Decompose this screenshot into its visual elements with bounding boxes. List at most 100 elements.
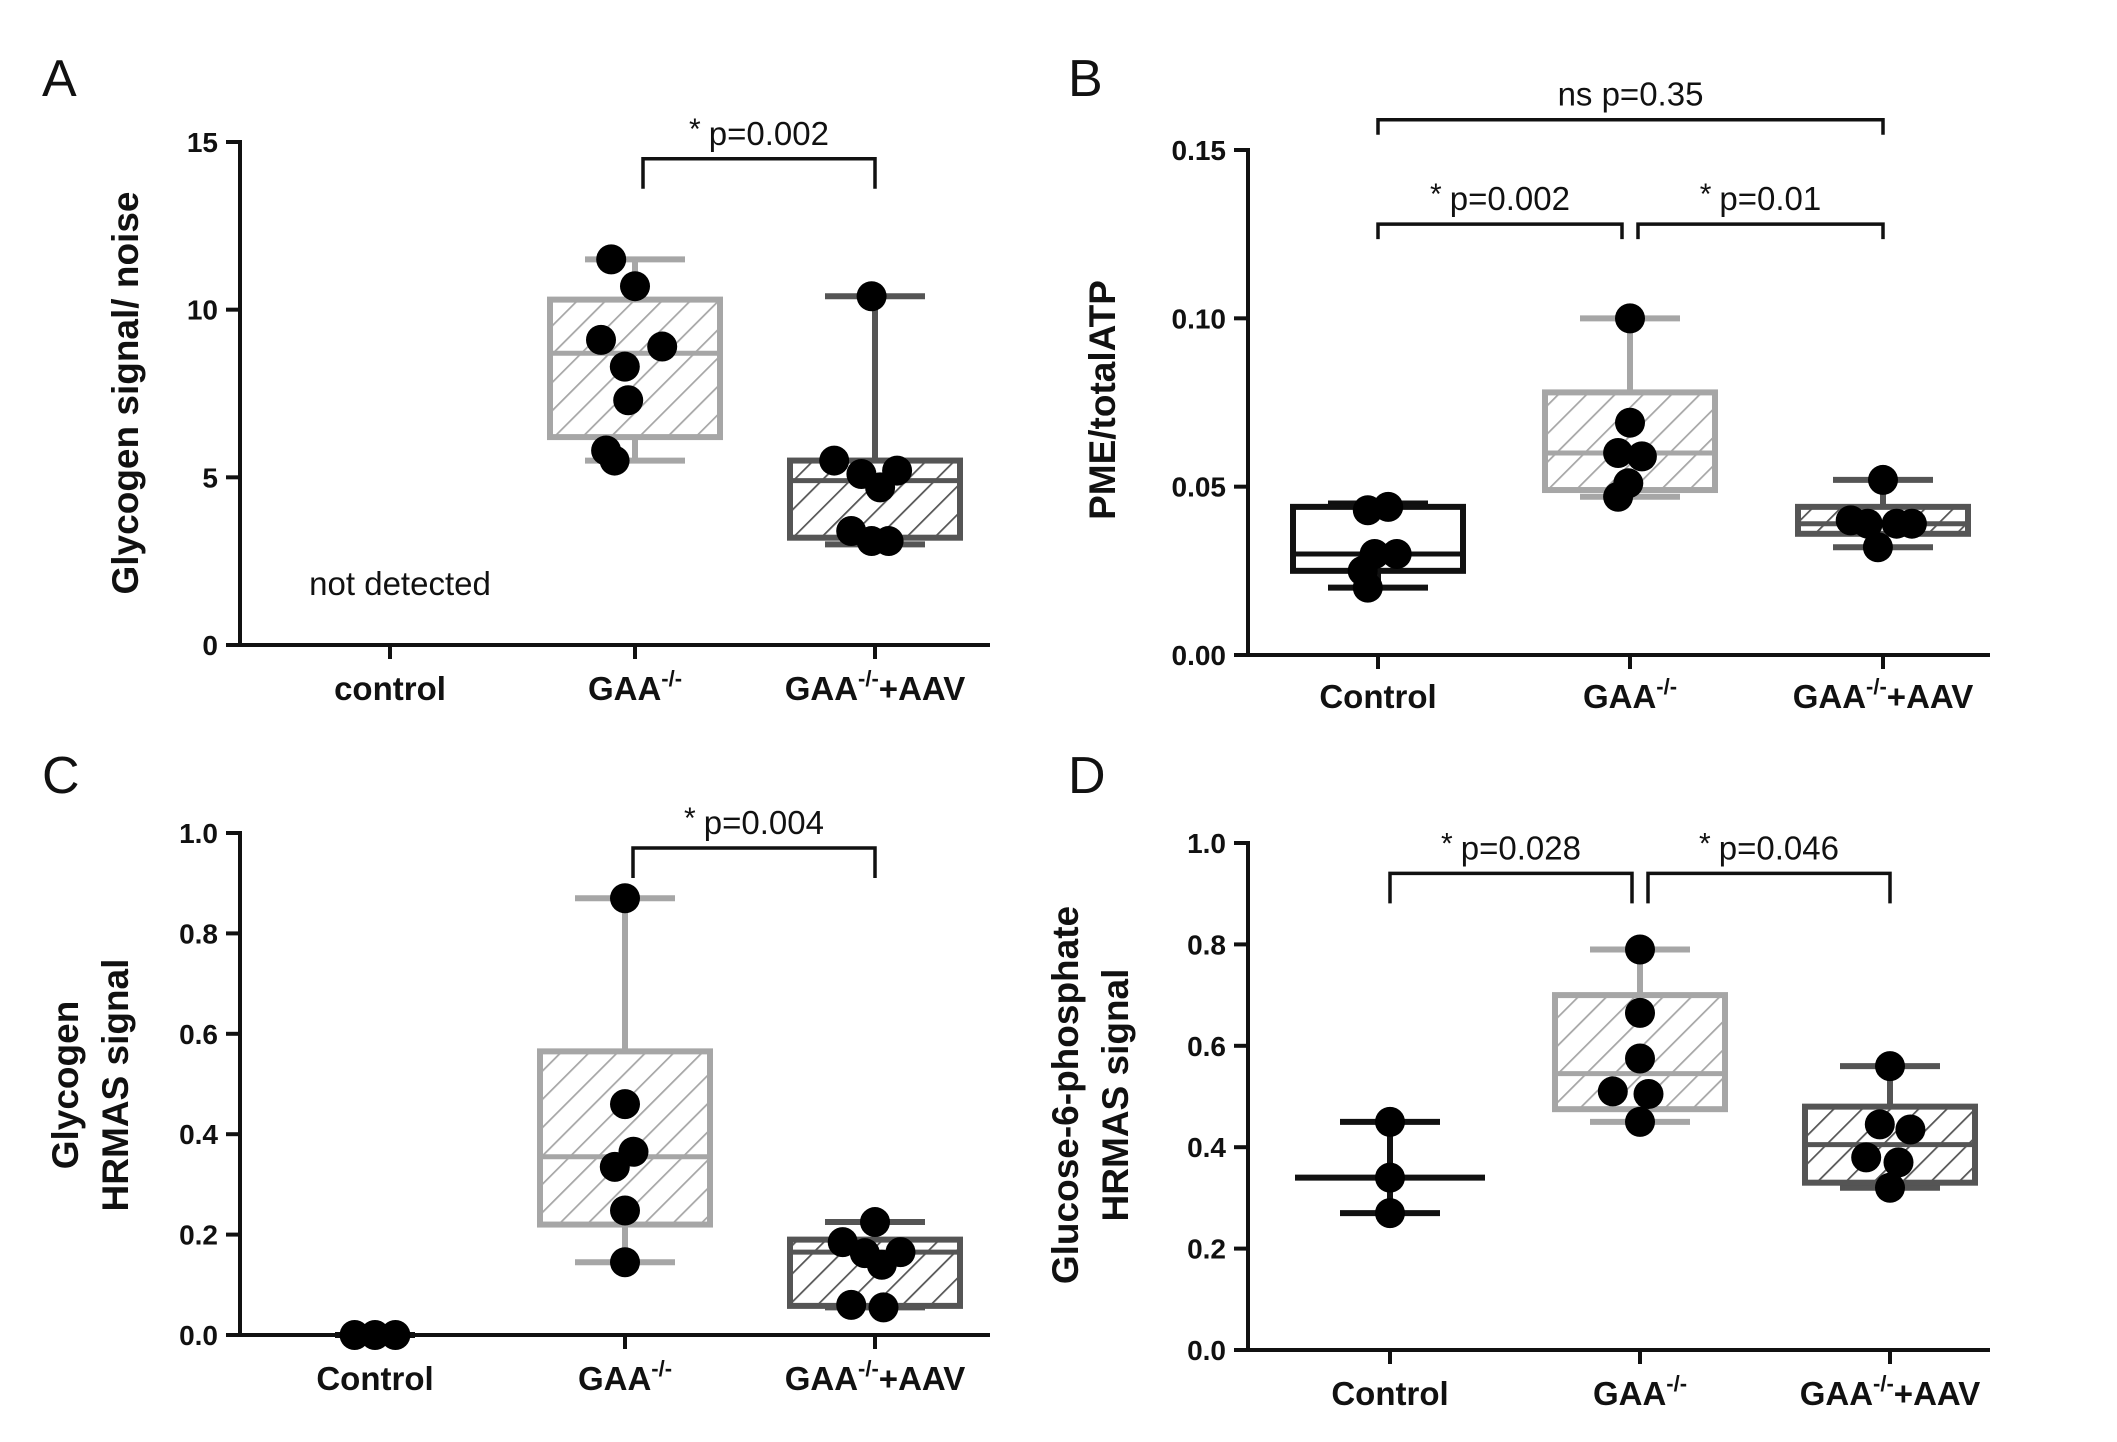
bracket-line <box>1646 871 1892 904</box>
group-1 <box>547 244 723 476</box>
data-point <box>1625 997 1655 1028</box>
x-category-label: GAA-/-+AAV <box>1793 674 1974 715</box>
category-superscript: -/- <box>858 1356 879 1381</box>
y-tick-label: 0.2 <box>179 1220 218 1251</box>
data-point <box>1633 1078 1664 1109</box>
data-point <box>613 385 644 416</box>
p-value: p=0.004 <box>704 804 824 841</box>
group-0: not detected <box>309 565 491 602</box>
significance-star: * <box>689 113 701 146</box>
bracket-line <box>1376 222 1624 240</box>
category-superscript: -/- <box>1656 674 1677 699</box>
data-point <box>1603 438 1634 468</box>
y-tick-label: 0.15 <box>1172 135 1227 166</box>
data-point <box>1625 934 1655 965</box>
data-point <box>866 1249 897 1280</box>
data-point <box>1375 1106 1405 1137</box>
y-tick-label: 0.8 <box>179 918 218 949</box>
category-base: GAA <box>1583 678 1656 715</box>
data-point <box>1895 1114 1926 1145</box>
group-1 <box>1542 303 1718 512</box>
data-point <box>1864 1109 1895 1140</box>
y-tick-label: 0.4 <box>1187 1132 1226 1163</box>
x-category-label: Control <box>316 1360 433 1397</box>
significance-star: * <box>1441 827 1453 860</box>
significance-label: * p=0.01 <box>1700 178 1822 217</box>
y-tick-label: 1.0 <box>179 818 218 849</box>
data-point <box>1625 1043 1655 1074</box>
data-point <box>599 1151 630 1182</box>
significance-bracket: * p=0.046 <box>1646 827 1892 904</box>
data-point <box>1375 1162 1405 1193</box>
significance-bracket: * p=0.028 <box>1388 827 1634 904</box>
group-2 <box>787 1207 963 1323</box>
significance-label: * p=0.028 <box>1441 827 1581 866</box>
panel-letter: B <box>1068 50 1103 108</box>
y-tick-label: 0.0 <box>1187 1335 1226 1366</box>
x-category-label: Control <box>1319 678 1436 715</box>
significance-star: * <box>684 802 696 835</box>
significance-label: * p=0.002 <box>689 113 829 152</box>
p-value: p=0.046 <box>1719 829 1839 866</box>
group-2 <box>787 281 963 557</box>
category-superscript: -/- <box>661 666 682 691</box>
data-point <box>1852 508 1883 539</box>
significance-star: * <box>1699 827 1711 860</box>
y-tick-label: 0.2 <box>1187 1234 1226 1265</box>
data-point <box>827 1227 858 1258</box>
significance-bracket: * p=0.01 <box>1636 178 1885 240</box>
group-0 <box>335 1320 415 1350</box>
y-tick-label: 0.6 <box>179 1019 218 1050</box>
data-point <box>380 1320 411 1350</box>
data-point <box>609 351 640 382</box>
data-point <box>610 1089 640 1120</box>
y-tick-label: 0.0 <box>179 1320 218 1351</box>
data-point <box>1375 1198 1405 1229</box>
panel-letter: A <box>42 50 77 108</box>
y-tick-label: 0.8 <box>1187 929 1226 960</box>
y-axis-label: PME/totalATP <box>1082 280 1123 520</box>
x-category-label: GAA-/-+AAV <box>785 666 966 707</box>
category-base: GAA <box>1793 678 1866 715</box>
group-2 <box>1802 1051 1978 1203</box>
x-category-label: GAA-/- <box>1593 1371 1687 1412</box>
data-point <box>1626 441 1657 472</box>
y-axis-label: HRMAS signal <box>95 959 136 1212</box>
significance-bracket: * p=0.004 <box>631 802 877 879</box>
group-2 <box>1795 464 1971 563</box>
bracket-line <box>641 157 877 189</box>
y-tick-label: 5 <box>202 462 218 493</box>
y-tick-label: 0.10 <box>1172 303 1227 334</box>
significance-bracket: * p=0.002 <box>1376 178 1624 240</box>
significance-bracket: ns p=0.35 <box>1376 76 1885 135</box>
group-1 <box>1552 934 1728 1137</box>
bracket-line <box>1388 871 1634 904</box>
data-point <box>1875 1051 1905 1082</box>
category-suffix: +AAV <box>879 1360 966 1397</box>
panel-letter: C <box>42 747 80 805</box>
category-base: GAA <box>578 1360 651 1397</box>
data-point <box>1862 532 1893 563</box>
data-point <box>1373 491 1404 522</box>
category-base: control <box>334 670 446 707</box>
data-point <box>596 244 627 275</box>
category-suffix: +AAV <box>879 670 966 707</box>
data-point <box>586 324 616 355</box>
data-point <box>856 281 887 312</box>
bracket-line <box>1636 222 1885 240</box>
bracket-line <box>1376 117 1885 135</box>
significance-label: * p=0.046 <box>1699 827 1839 866</box>
data-point <box>860 1207 890 1238</box>
y-tick-label: 15 <box>187 127 218 158</box>
data-point <box>1615 303 1645 334</box>
category-superscript: -/- <box>651 1356 672 1381</box>
data-point <box>1883 1147 1914 1178</box>
category-base: Control <box>1319 678 1436 715</box>
y-axis-label: Glycogen <box>45 1001 86 1170</box>
category-base: GAA <box>588 670 661 707</box>
x-category-label: control <box>334 670 446 707</box>
data-point <box>610 1247 640 1278</box>
data-point <box>1625 1106 1655 1137</box>
